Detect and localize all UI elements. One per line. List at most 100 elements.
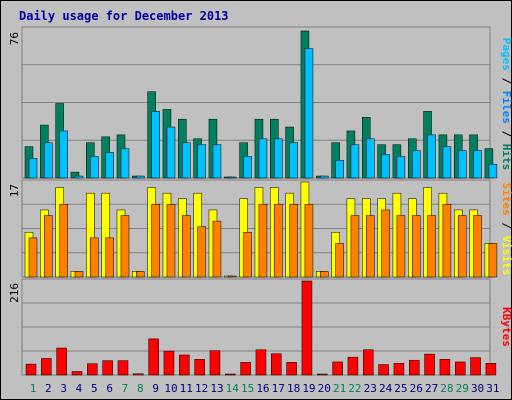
- bar-kbytes-day-12: [194, 359, 205, 376]
- day-label-11: 11: [180, 382, 193, 395]
- bar-kbytes-day-2: [41, 358, 52, 376]
- bar-sites-day-28: [442, 204, 452, 278]
- day-label-20: 20: [318, 382, 331, 395]
- day-label-18: 18: [287, 382, 300, 395]
- bar-sites-day-19: [304, 204, 314, 278]
- bar-files-day-7: [120, 148, 130, 179]
- panel-bars: [24, 181, 498, 278]
- day-label-3: 3: [60, 382, 67, 395]
- bar-kbytes-day-1: [25, 363, 37, 376]
- bar-files-day-27: [427, 134, 436, 179]
- bar-files-day-15: [243, 156, 252, 179]
- bar-sites-day-9: [151, 204, 160, 278]
- bar-files-day-25: [396, 156, 406, 179]
- bar-kbytes-day-26: [409, 359, 420, 376]
- bar-files-day-13: [212, 144, 222, 179]
- bar-sites-day-24: [381, 209, 390, 278]
- label-kbytes: KBytes: [500, 307, 512, 347]
- bar-files-day-29: [457, 150, 467, 179]
- panel-bars: [25, 280, 497, 376]
- day-label-24: 24: [379, 382, 393, 395]
- day-label-30: 30: [471, 382, 484, 395]
- bar-files-day-16: [258, 138, 268, 179]
- day-label-12: 12: [195, 382, 208, 395]
- day-label-17: 17: [272, 382, 285, 395]
- bar-kbytes-day-9: [148, 338, 159, 376]
- bar-sites-day-5: [90, 237, 99, 278]
- right-series-label: Pages / Files / Hits: [500, 38, 512, 171]
- y-max-label: 17: [8, 184, 21, 197]
- bar-kbytes-day-21: [332, 361, 343, 376]
- bar-sites-day-13: [212, 220, 222, 278]
- label-separator: /: [500, 71, 512, 91]
- bar-kbytes-day-31: [485, 363, 497, 376]
- bar-sites-day-8: [136, 271, 145, 278]
- day-label-2: 2: [45, 382, 52, 395]
- day-label-28: 28: [440, 382, 453, 395]
- bar-files-day-11: [182, 142, 191, 179]
- bar-sites-day-14: [228, 275, 237, 278]
- bar-kbytes-day-11: [179, 354, 190, 376]
- bar-files-day-22: [350, 144, 360, 179]
- bar-kbytes-day-16: [255, 349, 267, 376]
- bar-sites-day-20: [320, 271, 329, 278]
- bar-sites-day-18: [289, 204, 298, 278]
- day-label-31: 31: [486, 382, 499, 395]
- bar-files-day-4: [74, 175, 84, 179]
- kbytes-panel: 216 KBytes: [8, 278, 512, 376]
- bar-sites-day-17: [274, 204, 283, 278]
- label-files: Files: [500, 91, 512, 124]
- label-separator: /: [500, 124, 512, 144]
- bar-kbytes-day-13: [209, 350, 221, 376]
- y-max-label: 216: [8, 283, 21, 303]
- bar-files-day-26: [412, 150, 421, 179]
- bar-kbytes-day-28: [439, 359, 451, 376]
- day-label-26: 26: [410, 382, 423, 395]
- day-label-29: 29: [456, 382, 469, 395]
- day-label-14: 14: [226, 382, 240, 395]
- bar-sites-day-11: [182, 215, 191, 278]
- bar-kbytes-day-14: [225, 373, 236, 376]
- bar-sites-day-25: [396, 215, 406, 278]
- bar-kbytes-day-22: [347, 356, 359, 376]
- day-label-23: 23: [364, 382, 377, 395]
- bar-files-day-30: [473, 150, 482, 179]
- day-label-22: 22: [348, 382, 361, 395]
- bar-sites-day-3: [59, 204, 68, 278]
- label-sites: Sites: [500, 183, 512, 216]
- day-label-21: 21: [333, 382, 346, 395]
- bar-files-day-21: [335, 160, 344, 179]
- bar-files-day-6: [105, 152, 114, 179]
- bar-files-day-19: [304, 48, 314, 179]
- bar-files-day-9: [151, 111, 160, 179]
- bar-sites-day-15: [243, 232, 252, 278]
- bar-kbytes-day-7: [117, 360, 129, 376]
- bar-files-day-23: [366, 138, 375, 179]
- bar-sites-day-30: [473, 215, 482, 278]
- bar-sites-day-6: [105, 237, 114, 278]
- bar-sites-day-23: [366, 215, 375, 278]
- bar-sites-day-2: [44, 215, 53, 278]
- bar-files-day-14: [228, 176, 237, 179]
- day-label-13: 13: [210, 382, 223, 395]
- bar-kbytes-day-10: [163, 350, 175, 376]
- bar-sites-day-12: [197, 226, 206, 278]
- bar-kbytes-day-23: [363, 349, 374, 376]
- bar-kbytes-day-6: [102, 360, 113, 376]
- day-label-27: 27: [425, 382, 438, 395]
- bar-sites-day-21: [335, 243, 344, 278]
- bar-files-day-2: [44, 142, 53, 179]
- bar-files-day-10: [166, 126, 176, 179]
- bar-sites-day-27: [427, 215, 436, 278]
- bar-sites-day-22: [350, 215, 360, 278]
- bar-kbytes-day-27: [424, 353, 435, 376]
- label-pages: Pages: [500, 38, 512, 71]
- right-series-label: Sites / Visits: [500, 183, 512, 276]
- bar-kbytes-day-15: [240, 362, 251, 376]
- bar-files-day-18: [289, 142, 298, 179]
- bar-files-day-28: [442, 146, 452, 179]
- sites-visits-panel: 17 Sites / Visits: [8, 179, 512, 278]
- bar-sites-day-16: [258, 204, 268, 278]
